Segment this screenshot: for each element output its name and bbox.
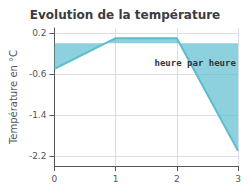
svg-text:Evolution de la température: Evolution de la température xyxy=(30,8,221,22)
svg-text:-2.2: -2.2 xyxy=(29,151,47,161)
svg-text:0.2: 0.2 xyxy=(32,28,46,38)
svg-text:-0.6: -0.6 xyxy=(29,69,47,79)
svg-text:2: 2 xyxy=(174,174,180,184)
svg-text:0: 0 xyxy=(52,174,58,184)
svg-text:-1.4: -1.4 xyxy=(29,110,47,120)
svg-text:Température en °C: Température en °C xyxy=(8,50,19,145)
svg-text:3: 3 xyxy=(235,174,241,184)
svg-text:1: 1 xyxy=(113,174,119,184)
svg-text:heure par heure: heure par heure xyxy=(155,58,237,68)
